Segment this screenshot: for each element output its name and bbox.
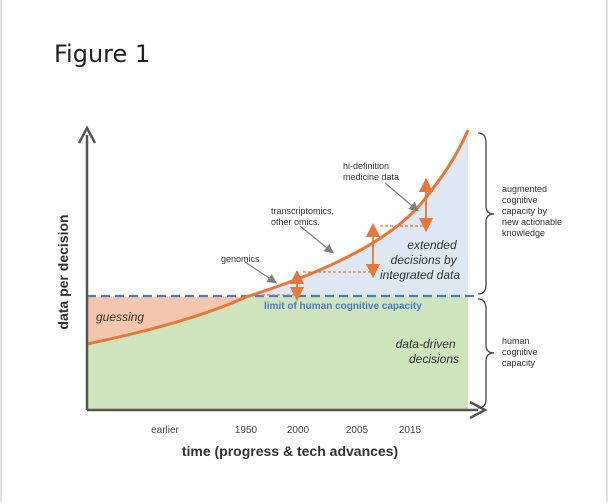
augmented-bracket [477,132,495,295]
step-arrows [262,177,434,302]
guessing-region [87,297,246,344]
figure-title: Figure 1 [54,40,151,68]
data-driven-label: data-driven decisions [396,337,459,366]
extended-label: extended decisions by integrated data [380,238,460,282]
augmented-label: augmented cognitive capacity by new acti… [502,184,565,238]
x-tick-label: earlier [151,425,179,436]
x-tick-label: 2015 [399,425,422,436]
limit-line-label: limit of human cognitive capacity [264,301,422,312]
x-tick-label: 2005 [346,425,369,436]
extended-region [246,130,468,297]
transcriptomics-label: transcriptomics, other omics. [271,206,337,227]
human-bracket [477,298,495,409]
x-tick-label: 1950 [235,425,258,436]
guessing-label: guessing [96,310,144,324]
x-tick-label: 2000 [287,425,310,436]
growth-curve [86,129,470,346]
annotation-pointers [244,182,419,284]
human-label: human cognitive capacity [502,336,540,368]
hi-definition-label: hi-definition medicine data [343,161,399,182]
x-axis-arrow [469,400,488,420]
y-axis-label: data per decision [55,214,71,329]
x-axis-label: time (progress & tech advances) [182,443,398,459]
genomics-label: genomics [221,254,260,264]
y-axis-arrow [77,125,97,144]
data-driven-region [87,297,468,410]
